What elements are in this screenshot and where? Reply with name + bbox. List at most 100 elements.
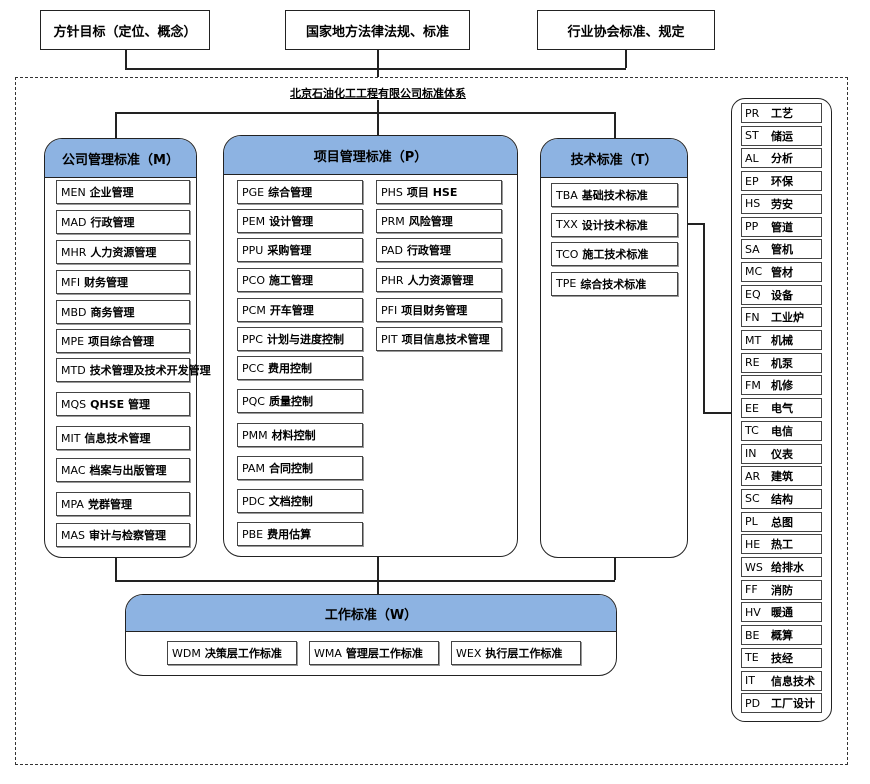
item-name: 综合技术标准 (580, 277, 647, 291)
standard-item: MC 管材 (741, 261, 822, 282)
connector-line (614, 557, 616, 580)
item-code: MQS (61, 397, 87, 411)
item-name: 暖通 (771, 606, 793, 620)
item-code: FF (745, 583, 758, 597)
standard-item: TCO 施工技术标准 (551, 242, 678, 266)
standard-item: TBA 基础技术标准 (551, 183, 678, 207)
standard-item: AL 分析 (741, 148, 822, 169)
panel-header: 项目管理标准（P） (224, 136, 517, 175)
item-name: 费用估算 (267, 528, 312, 541)
standard-item: MQS QHSE 管理 (56, 392, 190, 416)
item-name: 合同控制 (268, 462, 313, 475)
item-name: 分析 (771, 152, 793, 166)
item-code: PBE (242, 527, 264, 541)
standard-item: HE 热工 (741, 534, 822, 555)
item-code: MC (745, 265, 763, 279)
standard-item: AR 建筑 (741, 466, 822, 487)
item-code: HV (745, 605, 761, 619)
standard-item: BE 概算 (741, 625, 822, 646)
item-code: WMA (314, 646, 342, 660)
item-name: 项目财务管理 (401, 304, 468, 317)
connector-line (377, 557, 379, 594)
item-name: 信息技术 (771, 674, 815, 688)
item-name: 行政管理 (406, 244, 451, 257)
standard-item: MAC 档案与出版管理 (56, 458, 190, 482)
item-code: PRM (381, 214, 405, 228)
item-code: MPE (61, 334, 85, 348)
item-code: HE (745, 537, 761, 551)
standard-item: MTD 技术管理及技术开发管理 (56, 358, 211, 382)
item-name: 总图 (771, 515, 793, 529)
standard-item: PAD 行政管理 (376, 238, 502, 262)
item-name: 仪表 (771, 447, 793, 461)
standard-item: TPE 综合技术标准 (551, 271, 678, 296)
standard-system-boundary (15, 77, 848, 765)
item-code: PCC (242, 361, 264, 375)
standard-item: PPU 采购管理 (237, 238, 363, 262)
item-name: 设计管理 (269, 215, 314, 228)
item-name: 施工管理 (268, 274, 313, 287)
standard-item: PAM 合同控制 (237, 456, 363, 480)
item-name: 热工 (771, 538, 793, 552)
item-name: 管理层工作标准 (345, 647, 423, 660)
panel-header: 公司管理标准（M） (45, 139, 196, 178)
item-code: BE (745, 628, 760, 642)
item-name: 电气 (771, 402, 793, 416)
item-code: EP (745, 174, 759, 188)
item-code: MHR (61, 245, 87, 259)
item-name: 项目综合管理 (88, 335, 155, 348)
item-name: 技术管理及技术开发管理 (89, 364, 211, 377)
standard-item: PGE 综合管理 (237, 180, 363, 204)
item-name: 企业管理 (89, 186, 134, 199)
item-code: PQC (242, 394, 265, 408)
item-code: MAC (61, 463, 86, 477)
standard-item: MAS 审计与检察管理 (56, 523, 190, 547)
item-code: ST (745, 129, 759, 143)
item-name: QHSE 管理 (90, 398, 150, 411)
connector-line (703, 412, 741, 414)
item-code: AR (745, 469, 761, 483)
item-name: 技经 (771, 651, 793, 665)
standard-item: MT 机械 (741, 330, 822, 350)
standard-item: PIT 项目信息技术管理 (376, 327, 502, 351)
item-name: 项目信息技术管理 (401, 333, 490, 346)
standard-item: PP 管道 (741, 216, 822, 237)
item-code: FM (745, 378, 761, 392)
item-code: PFI (381, 303, 398, 317)
standard-item: PCC 费用控制 (237, 356, 363, 380)
standard-item: PEM 设计管理 (237, 209, 363, 233)
item-name: 基础技术标准 (581, 189, 648, 202)
item-code: PAD (381, 243, 403, 257)
item-name: 质量控制 (268, 395, 313, 408)
item-code: RE (745, 356, 760, 370)
item-name: 商务管理 (90, 306, 135, 319)
item-code: FN (745, 310, 760, 324)
item-code: PD (745, 696, 761, 710)
item-code: PMM (242, 428, 268, 442)
item-code: PL (745, 515, 758, 529)
standard-item: WEX 执行层工作标准 (451, 641, 581, 665)
item-name: 费用控制 (268, 362, 312, 375)
item-code: PCO (242, 273, 265, 287)
item-code: MAD (61, 215, 87, 229)
item-name: 工业炉 (771, 311, 804, 325)
standard-item: WMA 管理层工作标准 (309, 641, 439, 665)
item-code: EE (745, 401, 759, 415)
item-code: WS (745, 560, 763, 574)
standard-item: PHR 人力资源管理 (376, 268, 502, 292)
item-name: 工艺 (771, 107, 793, 120)
item-name: 环保 (771, 175, 793, 189)
standard-item: WS 给排水 (741, 557, 822, 577)
item-code: TBA (556, 188, 578, 202)
item-code: WEX (456, 646, 482, 660)
standard-item: PHS 项目 HSE (376, 180, 502, 204)
standard-item: ST 储运 (741, 125, 822, 146)
standard-item: IN 仪表 (741, 443, 822, 464)
standard-item: HS 劳安 (741, 193, 822, 214)
item-name: 机械 (771, 334, 793, 347)
item-name: 机修 (771, 379, 793, 393)
standard-item: SC 结构 (741, 488, 822, 509)
item-name: 设备 (771, 288, 793, 302)
item-code: PHS (381, 185, 403, 199)
standard-item: TXX 设计技术标准 (551, 212, 678, 237)
